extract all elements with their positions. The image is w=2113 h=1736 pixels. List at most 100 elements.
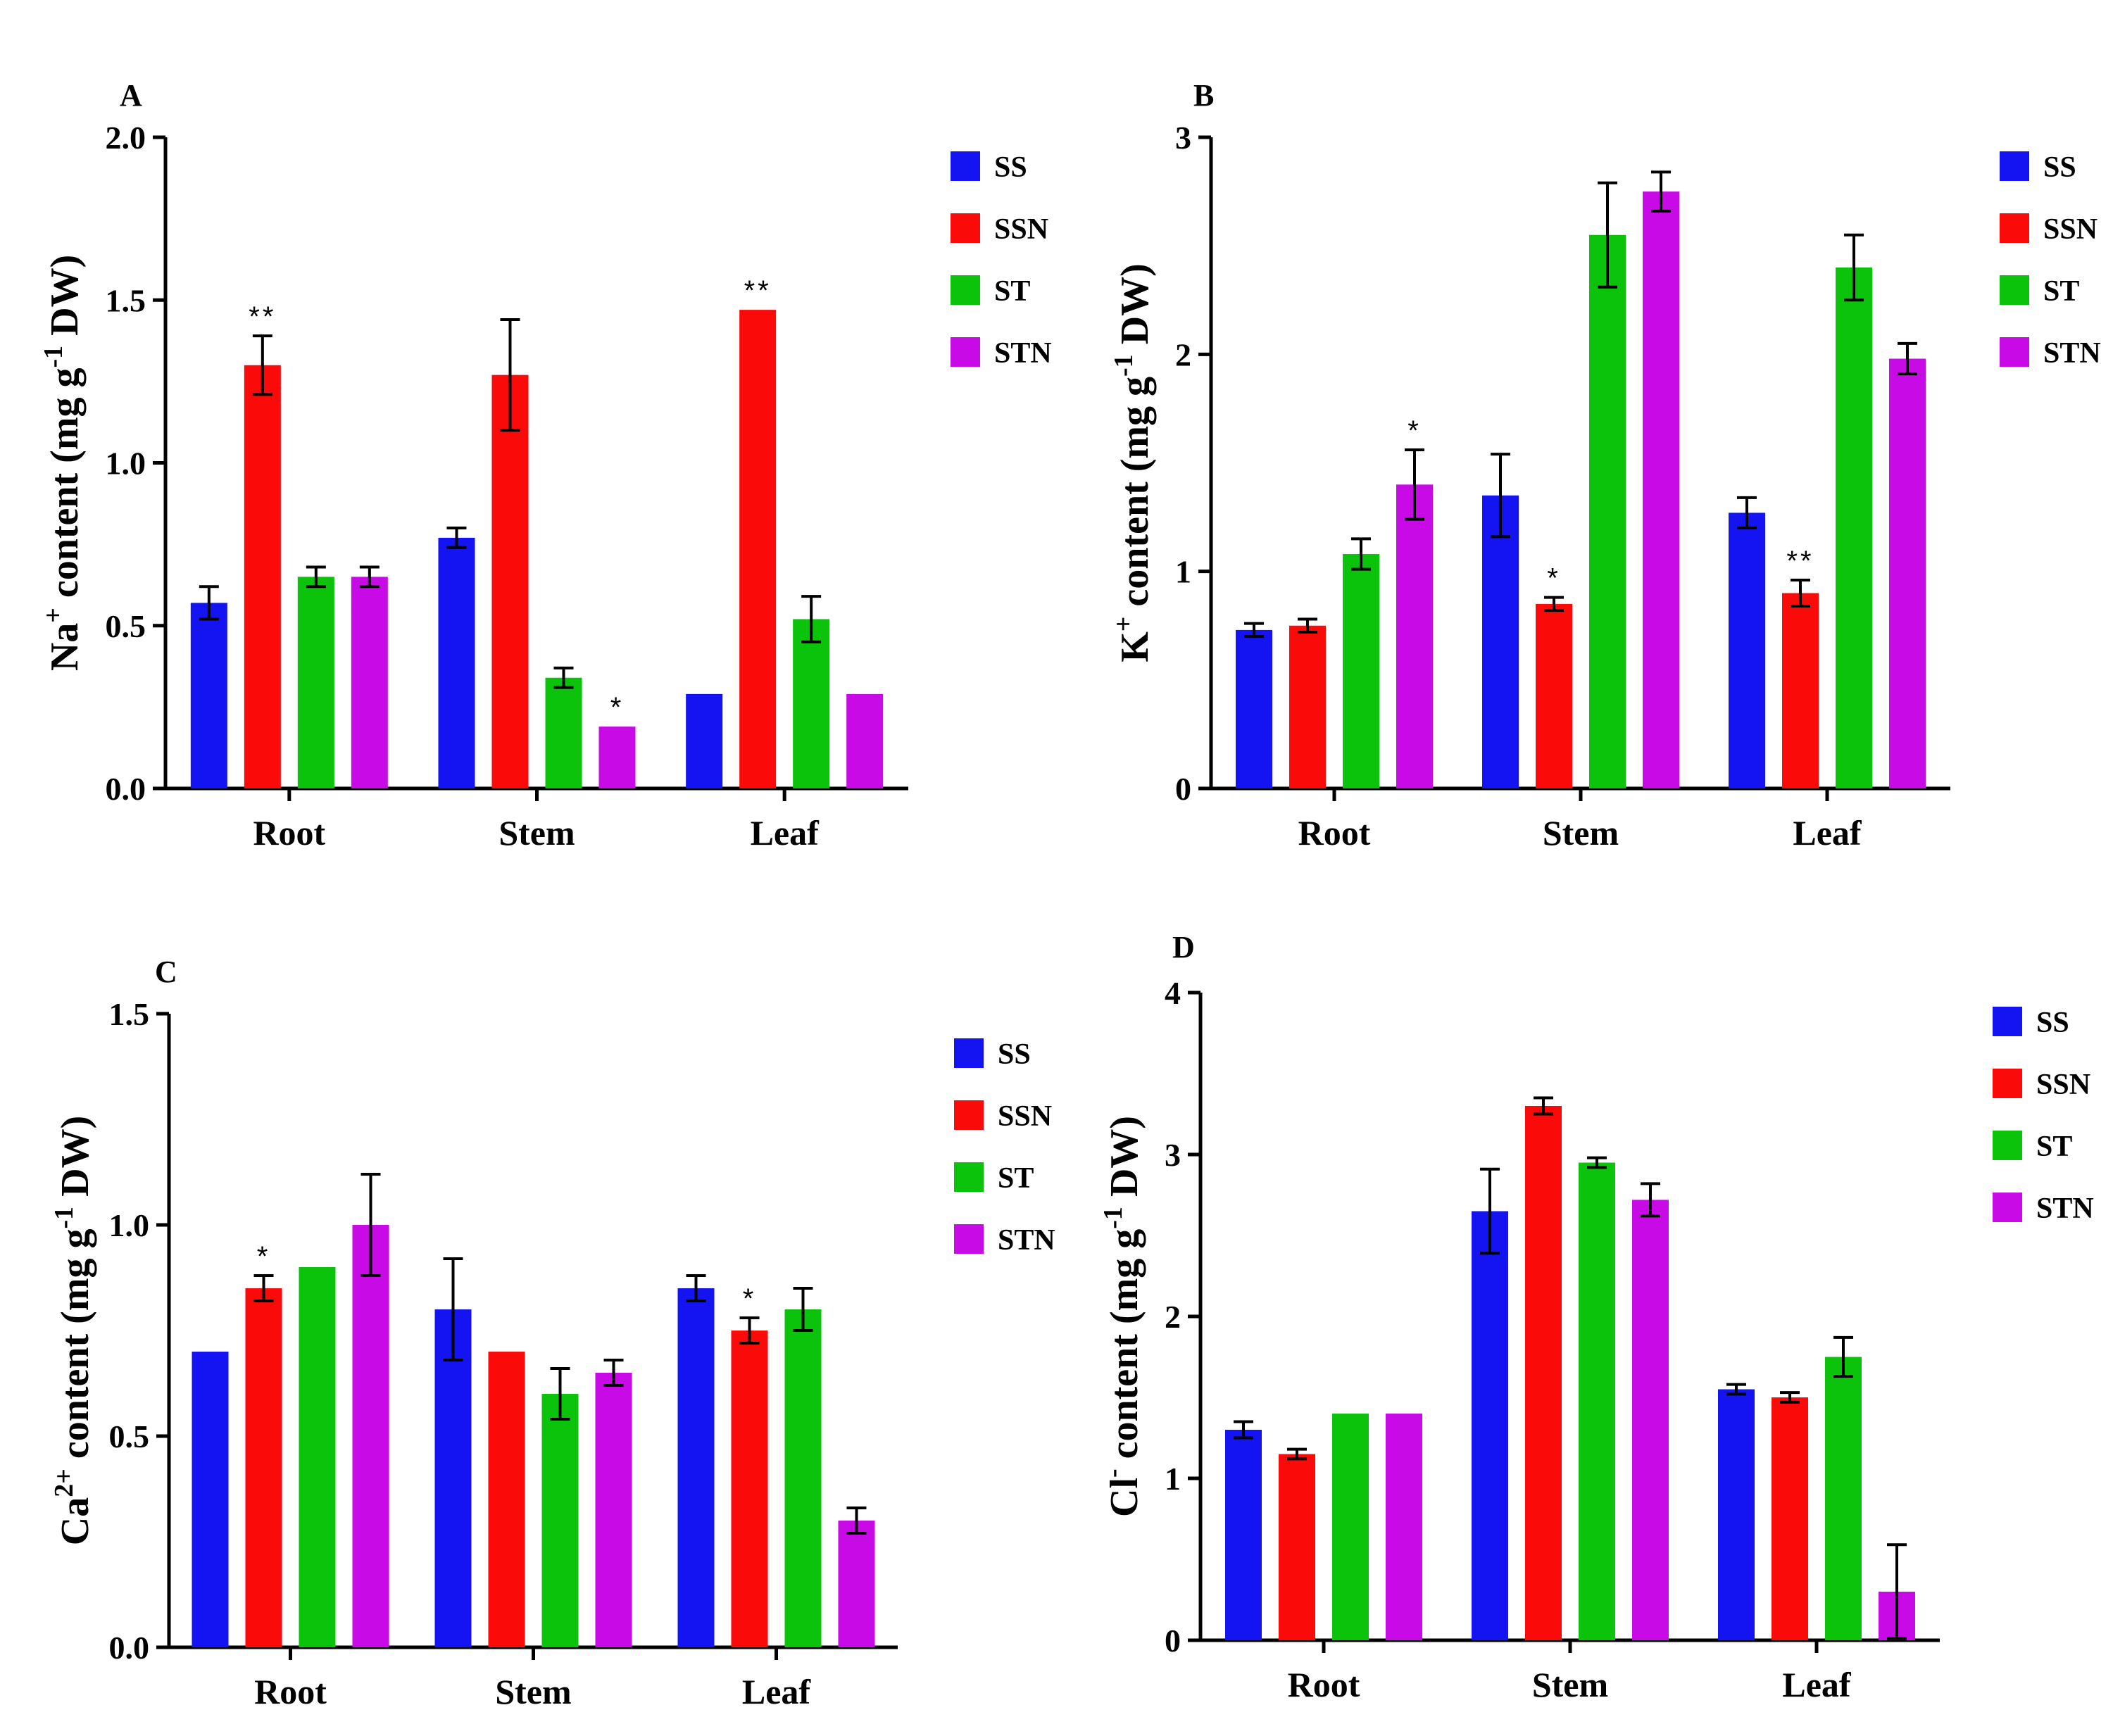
y-axis-label: Na+ content (mg g-1 DW)	[39, 255, 87, 671]
legend-label-ss: SS	[998, 1038, 1031, 1071]
x-tick-label-leaf: Leaf	[742, 1672, 812, 1711]
y-axis-label-superscript: -1	[39, 346, 68, 368]
legend-label-ssn: SSN	[998, 1100, 1052, 1133]
panel-B: B 0 1 2 3 K+ content (mg g-1 DW) Root * Stem * Lea…	[1109, 78, 2101, 853]
y-axis-label-part: Ca	[54, 1497, 97, 1545]
legend-label-st: ST	[2036, 1131, 2072, 1163]
bar-stn-stem	[598, 727, 636, 788]
legend-swatch-ssn	[1993, 1069, 2022, 1098]
bar-stn-leaf	[846, 693, 884, 788]
bar-ss-root	[1236, 629, 1272, 788]
legend-label-st: ST	[2043, 275, 2079, 308]
y-axis-label-part: K	[1113, 631, 1157, 662]
panel-D: D 0 1 2 3 4 Cl- content (mg g-1 DW) Root Stem Lea…	[1098, 930, 2094, 1704]
bar-st-stem	[1579, 1162, 1615, 1640]
y-tick-label: 0.5	[106, 608, 146, 644]
y-axis-label: Cl- content (mg g-1 DW)	[1098, 1116, 1146, 1517]
bar-ss-leaf	[1718, 1389, 1755, 1640]
y-tick-label: 0.0	[109, 1630, 150, 1666]
y-axis-label-part: content (mg g	[1113, 377, 1157, 617]
significance-marker: *	[610, 692, 625, 723]
y-axis-label: K+ content (mg g-1 DW)	[1109, 263, 1157, 662]
bar-st-root	[1332, 1414, 1369, 1640]
bar-st-stem	[545, 677, 582, 788]
legend-label-ssn: SSN	[2043, 213, 2098, 246]
bar-ssn-root	[1279, 1454, 1315, 1640]
y-tick-label: 3	[1165, 1137, 1181, 1173]
y-axis-label-part: content (mg g	[43, 368, 87, 608]
bar-ssn-leaf	[739, 310, 777, 788]
legend-swatch-st	[1993, 1131, 2022, 1160]
panel-letter: A	[120, 78, 142, 113]
bar-ssn-root	[245, 1288, 282, 1647]
legend-swatch-st	[2000, 275, 2029, 305]
bar-stn-root	[352, 1225, 389, 1647]
significance-marker: *	[1547, 563, 1561, 594]
bar-stn-stem	[1643, 191, 1679, 788]
bar-ssn-leaf	[1782, 593, 1819, 788]
bar-ssn-stem	[1525, 1106, 1562, 1640]
legend-label-st: ST	[994, 275, 1030, 308]
legend-label-stn: STN	[2036, 1193, 2094, 1225]
y-axis-label-part: content (mg g	[1103, 1229, 1146, 1469]
y-tick-label: 0.5	[109, 1419, 150, 1454]
legend-label-ss: SS	[2036, 1007, 2069, 1039]
x-tick-label-stem: Stem	[495, 1672, 571, 1711]
x-tick-label-root: Root	[1288, 1665, 1360, 1704]
panel-letter: C	[155, 955, 177, 989]
bar-stn-stem	[1632, 1200, 1669, 1640]
y-axis-label-superscript: -1	[1109, 354, 1139, 377]
bar-ss-root	[192, 1352, 229, 1647]
y-axis-label-superscript: 2+	[49, 1468, 79, 1497]
bar-stn-root	[351, 577, 388, 788]
y-axis-label-part: DW)	[54, 1116, 97, 1207]
y-axis-label-superscript: -1	[49, 1207, 79, 1229]
bar-ss-root	[190, 603, 227, 788]
bar-ssn-stem	[1536, 603, 1572, 788]
bar-ssn-leaf	[731, 1331, 768, 1647]
legend-label-st: ST	[998, 1162, 1034, 1195]
legend-swatch-ssn	[954, 1100, 984, 1130]
x-tick-label-stem: Stem	[1543, 813, 1619, 853]
y-tick-label: 1.5	[109, 996, 150, 1032]
y-tick-label: 1	[1175, 554, 1191, 590]
x-tick-label-root: Root	[253, 813, 325, 853]
legend-swatch-ssn	[951, 213, 980, 243]
significance-marker: **	[1786, 546, 1814, 577]
significance-marker: **	[744, 275, 772, 306]
y-axis-label-superscript: +	[1109, 617, 1139, 632]
bar-ss-stem	[434, 1309, 472, 1647]
x-tick-label-leaf: Leaf	[751, 813, 820, 853]
y-tick-label: 4	[1165, 975, 1181, 1011]
legend-swatch-ss	[951, 151, 980, 181]
bar-stn-root	[1386, 1414, 1422, 1640]
legend-label-stn: STN	[998, 1224, 1055, 1257]
bar-ssn-stem	[491, 375, 529, 788]
bar-ssn-stem	[488, 1352, 525, 1647]
y-axis-label-superscript: -	[1098, 1468, 1128, 1478]
y-tick-label: 2	[1175, 336, 1191, 372]
y-tick-label: 3	[1175, 120, 1191, 156]
legend-label-ssn: SSN	[994, 213, 1048, 246]
legend-swatch-ssn	[2000, 213, 2029, 243]
significance-marker: **	[249, 301, 276, 332]
bar-ss-stem	[438, 537, 475, 788]
y-axis-label-part: DW)	[43, 255, 87, 346]
y-tick-label: 0	[1165, 1623, 1181, 1659]
y-axis-label-superscript: +	[39, 608, 68, 623]
y-tick-label: 1	[1165, 1461, 1181, 1497]
bar-st-leaf	[1836, 268, 1872, 788]
legend-label-ss: SS	[994, 151, 1027, 184]
bar-stn-root	[1396, 484, 1433, 788]
y-axis-label-superscript: -1	[1098, 1207, 1128, 1229]
x-tick-label-root: Root	[254, 1672, 327, 1711]
bar-ss-leaf	[1729, 512, 1765, 788]
y-axis-label: Ca2+ content (mg g-1 DW)	[49, 1116, 97, 1545]
bar-ssn-leaf	[1772, 1397, 1808, 1640]
bar-st-root	[299, 1267, 336, 1647]
x-tick-label-leaf: Leaf	[1793, 813, 1862, 853]
legend-swatch-ss	[954, 1038, 984, 1068]
panel-A: A 0.0 0.5 1.0 1.5 2.0 Na+ content (mg g-1 DW) R…	[39, 78, 1052, 853]
bar-stn-stem	[595, 1373, 632, 1647]
